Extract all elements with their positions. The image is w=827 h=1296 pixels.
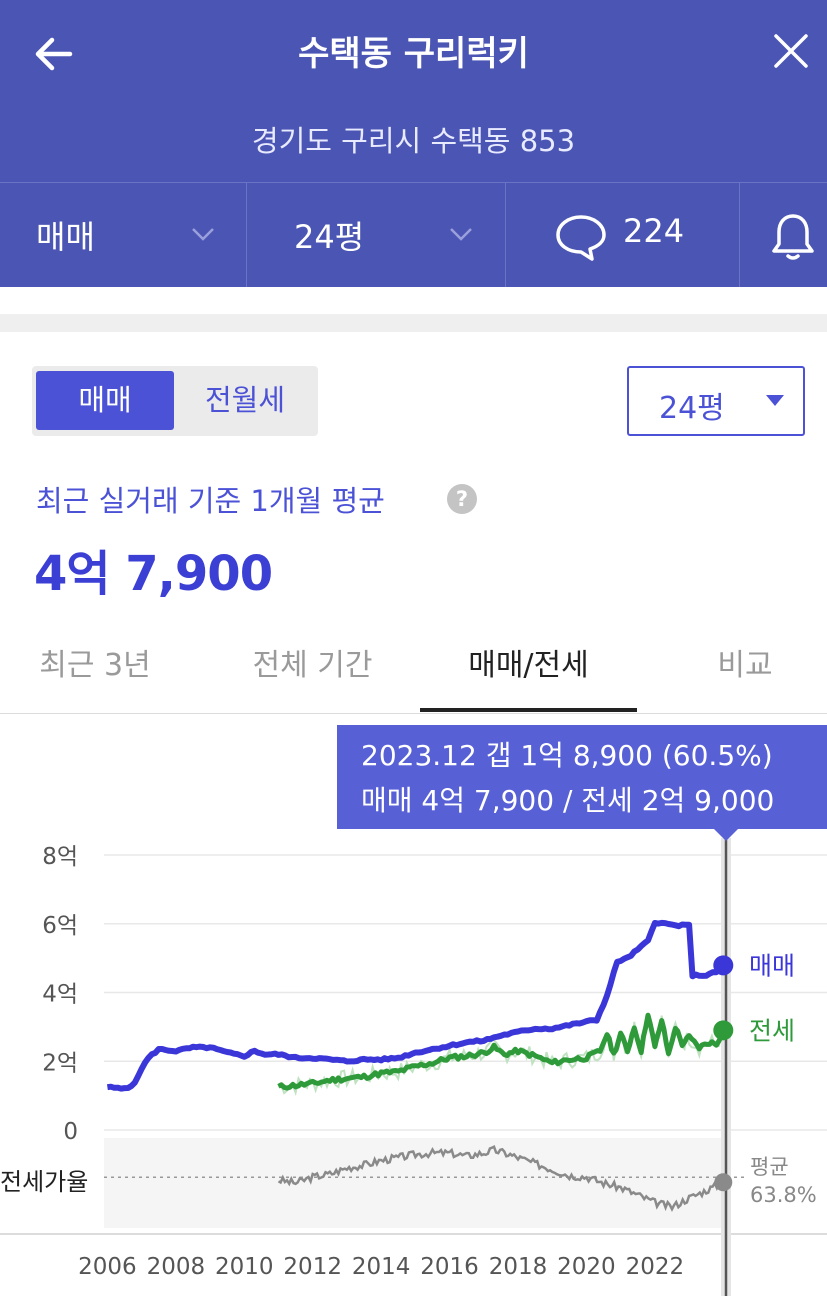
divider (246, 183, 247, 287)
x-tick-label: 2010 (215, 1254, 274, 1280)
chart-grid (104, 854, 827, 1179)
section-gap (0, 314, 827, 332)
size-select[interactable] (627, 366, 805, 436)
tab-active-indicator (420, 708, 637, 712)
segment-sale-button[interactable]: 매매 (36, 371, 174, 430)
bell-icon[interactable] (768, 210, 818, 262)
sale-series-line (106, 919, 726, 1092)
x-tick-label: 2020 (557, 1254, 616, 1280)
y-axis-labels: 0 2억 4억 6억 8억 (42, 844, 78, 1145)
tooltip-line-1: 2023.12 갭 1억 8,900 (60.5%) (361, 739, 773, 772)
avg-label: 최근 실거래 기준 1개월 평균 (36, 484, 385, 518)
x-tick-label: 2014 (352, 1254, 411, 1280)
y-tick-label: 6억 (42, 913, 78, 939)
tab-sale-jeonse[interactable]: 매매/전세 (468, 648, 589, 683)
chart-series (106, 919, 734, 1212)
jeonse-series-label: 전세 (749, 1016, 795, 1045)
divider (0, 713, 827, 714)
ratio-label: 전세가율 (0, 1168, 88, 1196)
tooltip-tail (713, 828, 739, 841)
chevron-down-icon[interactable] (448, 224, 474, 244)
tab-all-period[interactable]: 전체 기간 (252, 648, 373, 683)
x-tick-label: 2008 (147, 1254, 206, 1280)
divider (0, 182, 827, 183)
close-icon[interactable] (768, 28, 814, 74)
chart-tooltip: 2023.12 갭 1억 8,900 (60.5%) 매매 4억 7,900 /… (337, 725, 827, 829)
y-tick-label: 0 (63, 1119, 78, 1145)
tab-compare[interactable]: 비교 (717, 648, 773, 683)
header: 수택동 구리럭키 경기도 구리시 수택동 853 매매 24평 224 (0, 0, 827, 287)
chart-annotations: 매매 전세 전세가율 평균 63.8% (0, 951, 817, 1207)
trade-type-dropdown[interactable]: 매매 (36, 218, 95, 256)
x-tick-label: 2022 (626, 1254, 685, 1280)
avg-price: 4억 7,900 (34, 546, 273, 602)
chevron-down-icon[interactable] (190, 224, 216, 244)
comment-count[interactable]: 224 (623, 212, 685, 250)
size-dropdown[interactable]: 24평 (294, 218, 365, 256)
sale-point (713, 955, 734, 976)
jeonse-point (713, 1020, 734, 1041)
sale-series-label: 매매 (749, 951, 795, 980)
help-icon[interactable]: ? (447, 484, 477, 514)
back-arrow-icon[interactable] (30, 30, 78, 78)
ratio-avg-label: 평균 (750, 1155, 789, 1179)
tooltip-line-2: 매매 4억 7,900 / 전세 2억 9,000 (361, 784, 775, 817)
divider (739, 183, 740, 287)
y-tick-label: 8억 (42, 844, 78, 870)
ratio-avg-value: 63.8% (750, 1183, 817, 1207)
page-title: 수택동 구리럭키 (298, 34, 529, 74)
caret-down-icon[interactable] (766, 395, 784, 406)
x-tick-label: 2016 (420, 1254, 479, 1280)
x-tick-label: 2018 (489, 1254, 548, 1280)
jeonse-series-line (277, 1012, 726, 1091)
segment-rent-button[interactable]: 전월세 (204, 383, 286, 417)
x-tick-label: 2012 (283, 1254, 342, 1280)
divider (505, 183, 506, 287)
ratio-point (714, 1173, 733, 1192)
y-tick-label: 4억 (42, 982, 78, 1008)
ratio-series-line (277, 1144, 725, 1212)
y-tick-label: 2억 (42, 1050, 78, 1076)
address: 경기도 구리시 수택동 853 (251, 124, 576, 158)
size-select-value[interactable]: 24평 (659, 391, 725, 426)
x-tick-label: 2006 (78, 1254, 137, 1280)
comment-icon[interactable] (554, 212, 608, 262)
tab-recent-3y[interactable]: 최근 3년 (39, 648, 151, 683)
x-axis-labels: 2006 2008 2010 2012 2014 2016 2018 2020 2022 (78, 1254, 684, 1280)
